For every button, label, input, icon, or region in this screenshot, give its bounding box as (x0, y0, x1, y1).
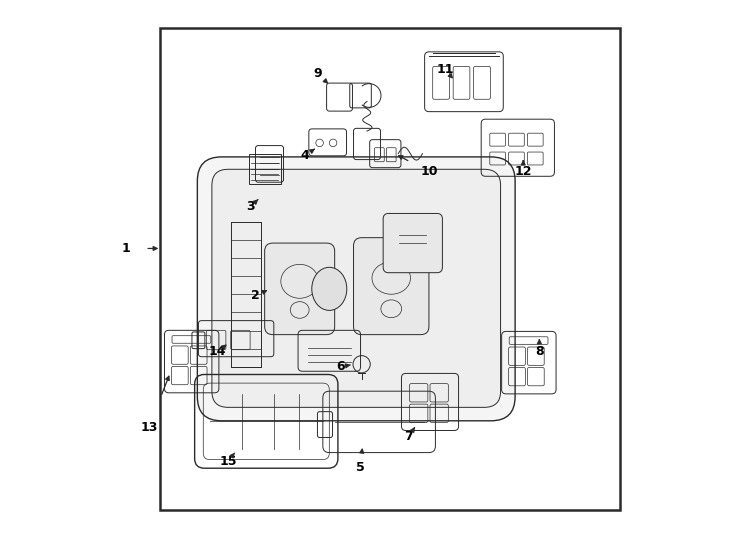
Text: 4: 4 (301, 149, 310, 162)
Text: 1: 1 (121, 242, 130, 255)
Text: 9: 9 (313, 67, 321, 80)
Text: 13: 13 (140, 421, 158, 434)
FancyBboxPatch shape (354, 238, 429, 335)
Ellipse shape (312, 267, 346, 310)
FancyBboxPatch shape (383, 213, 443, 273)
Bar (159, 28, 620, 510)
Text: 11: 11 (436, 63, 454, 76)
Text: 5: 5 (356, 461, 364, 474)
Text: 2: 2 (251, 289, 260, 302)
Text: 15: 15 (219, 455, 237, 468)
FancyBboxPatch shape (197, 157, 515, 421)
Text: 6: 6 (335, 361, 344, 374)
Text: 14: 14 (208, 346, 226, 359)
FancyBboxPatch shape (212, 169, 501, 407)
Text: 8: 8 (535, 346, 544, 359)
Bar (249, 154, 281, 184)
Text: 12: 12 (515, 165, 532, 179)
Text: 7: 7 (404, 430, 413, 443)
Text: 10: 10 (420, 165, 437, 179)
FancyBboxPatch shape (265, 243, 335, 335)
Text: 3: 3 (247, 200, 255, 213)
